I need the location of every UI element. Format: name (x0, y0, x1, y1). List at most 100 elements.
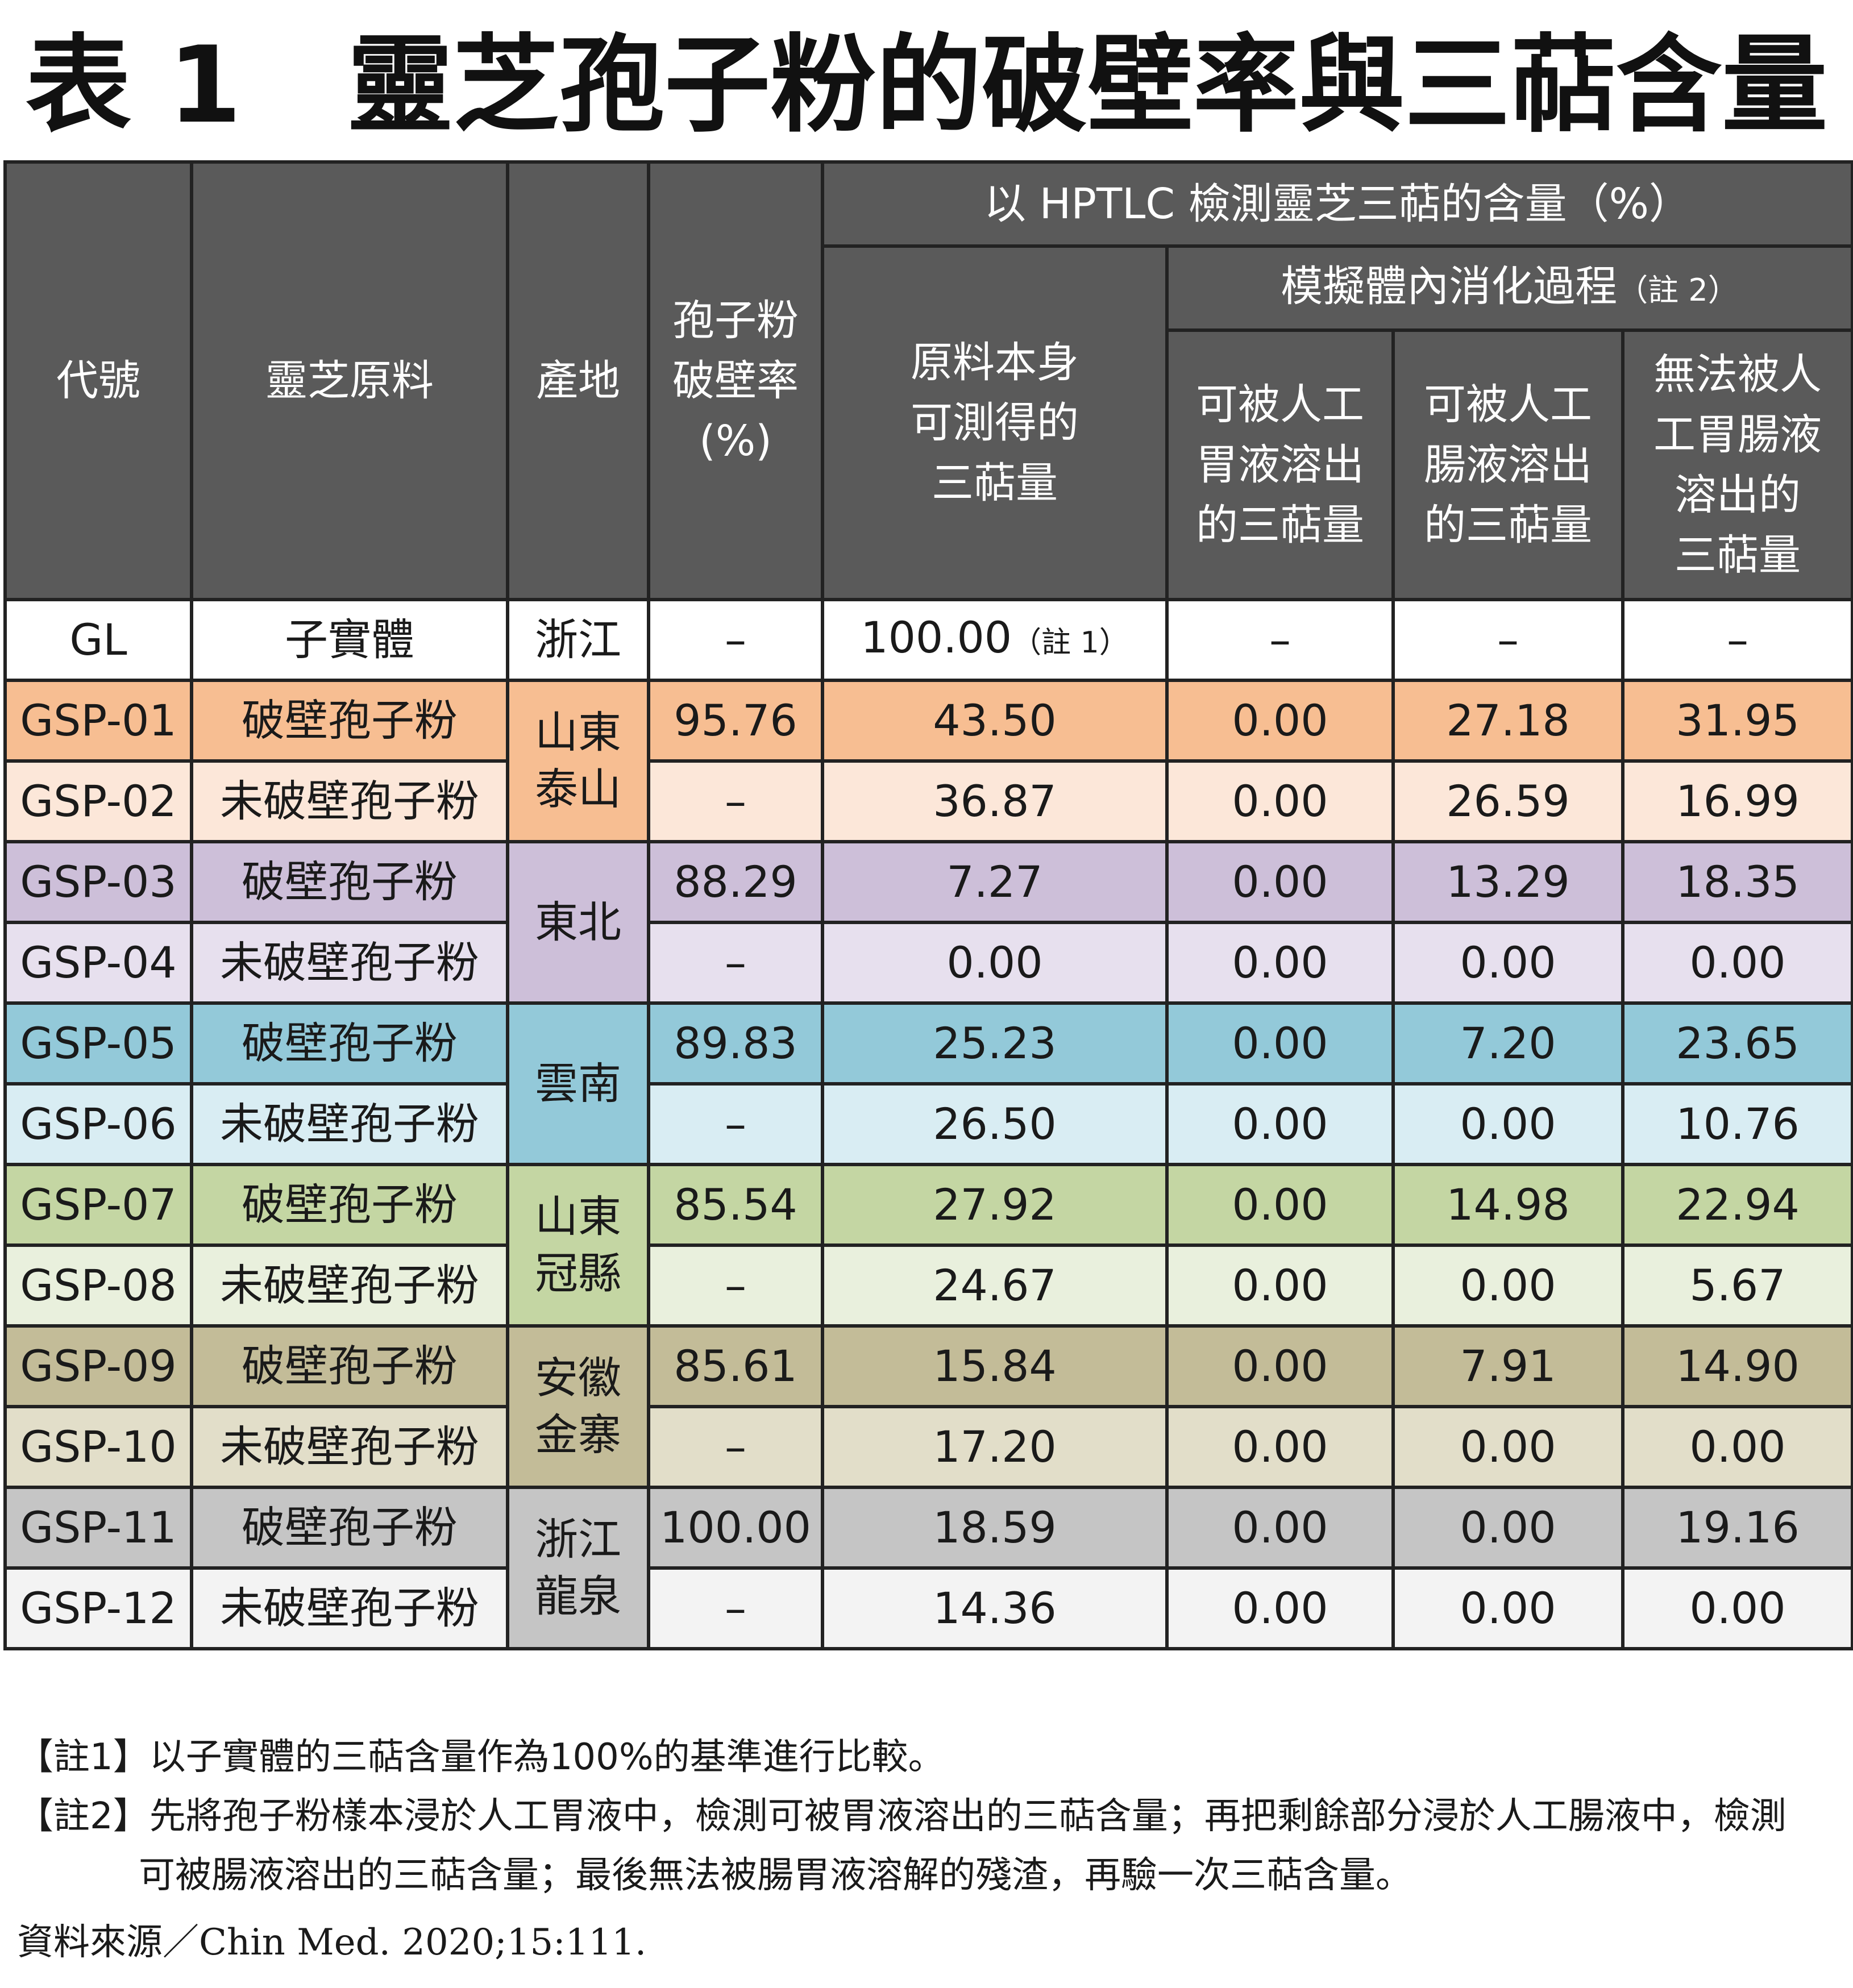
header-gastric-line2: 胃液溶出 (1196, 440, 1364, 489)
cell-code: GSP-10 (3, 1405, 193, 1489)
table-row: GSP-11 破壁孢子粉 浙江 龍泉 100.00 18.59 0.00 0.0… (3, 1486, 1853, 1650)
cell-raw: 100.00（註 1） (821, 598, 1169, 682)
footnote-2-line1: 【註2】先將孢子粉樣本浸於人工胃液中，檢測可被胃液溶出的三萜含量；再把剩餘部分浸… (17, 1795, 1786, 1837)
cell-region: 安徽 金寨 (506, 1324, 650, 1489)
region-line1: 山東 (535, 1191, 621, 1242)
header-intestinal-line2: 腸液溶出 (1424, 440, 1592, 489)
cell-raw: 17.20 (821, 1405, 1169, 1489)
cell-material: 破壁孢子粉 (190, 1163, 509, 1247)
header-raw-line1: 原料本身 (911, 338, 1079, 387)
table-row: GSP-06 未破壁孢子粉 – 26.50 0.00 0.00 10.76 (3, 1082, 1853, 1166)
cell-raw: 25.23 (821, 1001, 1169, 1086)
region-line2: 冠縣 (535, 1248, 621, 1299)
cell-intestinal: 0.00 (1391, 1486, 1625, 1570)
data-table: 代號 靈芝原料 產地 孢子粉 破壁率 (%) 以 HPTLC 檢測靈芝三萜的含量… (3, 160, 1853, 1650)
table-row: GSP-07 破壁孢子粉 山東 冠縣 85.54 27.92 0.00 14.9… (3, 1163, 1853, 1328)
header-code: 代號 (3, 160, 193, 601)
cell-code: GSP-05 (3, 1001, 193, 1086)
cell-code: GSP-04 (3, 921, 193, 1005)
cell-residue: 16.99 (1621, 759, 1853, 843)
cell-material: 未破壁孢子粉 (190, 759, 509, 843)
cell-intestinal: 7.20 (1391, 1001, 1625, 1086)
region-line1: 山東 (535, 707, 621, 758)
cell-rate: 85.54 (647, 1163, 824, 1247)
cell-raw: 7.27 (821, 840, 1169, 924)
footnote-1: 【註1】以子實體的三萜含量作為100%的基準進行比較。 (17, 1736, 945, 1778)
cell-region: 東北 (506, 840, 650, 1005)
region-line2: 龍泉 (535, 1571, 621, 1621)
cell-code: GSP-11 (3, 1486, 193, 1570)
cell-region: 山東 泰山 (506, 679, 650, 843)
cell-gastric: 0.00 (1165, 840, 1395, 924)
cell-raw: 14.36 (821, 1566, 1169, 1650)
header-gastric-line3: 的三萜量 (1196, 501, 1364, 550)
cell-material: 子實體 (190, 598, 509, 682)
cell-gastric: 0.00 (1165, 1001, 1395, 1086)
header-intestinal: 可被人工 腸液溶出 的三萜量 (1391, 328, 1625, 601)
cell-code: GL (3, 598, 193, 682)
header-intestinal-line1: 可被人工 (1424, 380, 1592, 429)
cell-gastric: 0.00 (1165, 1486, 1395, 1570)
header-raw-content: 原料本身 可測得的 三萜量 (821, 244, 1169, 601)
cell-intestinal: 13.29 (1391, 840, 1625, 924)
cell-code: GSP-01 (3, 679, 193, 763)
cell-material: 破壁孢子粉 (190, 679, 509, 763)
cell-rate: 100.00 (647, 1486, 824, 1570)
region-line1: 雲南 (535, 1058, 621, 1109)
cell-gastric: 0.00 (1165, 921, 1395, 1005)
cell-rate: – (647, 1566, 824, 1650)
cell-material: 破壁孢子粉 (190, 1324, 509, 1408)
footnote-2-line2: 可被腸液溶出的三萜含量；最後無法被腸胃液溶解的殘渣，再驗一次三萜含量。 (139, 1854, 1412, 1896)
cell-rate: – (647, 1405, 824, 1489)
cell-raw-note: （註 1） (1012, 625, 1129, 660)
cell-gastric: 0.00 (1165, 679, 1395, 763)
cell-rate: 85.61 (647, 1324, 824, 1408)
cell-intestinal: 0.00 (1391, 1243, 1625, 1328)
header-rate-line2: 破壁率 (672, 356, 799, 405)
cell-residue: 0.00 (1621, 1566, 1853, 1650)
cell-residue: 31.95 (1621, 679, 1853, 763)
header-rate-line1: 孢子粉 (672, 296, 799, 345)
header-residue-line2: 工胃腸液 (1653, 410, 1822, 459)
cell-intestinal: 0.00 (1391, 921, 1625, 1005)
region-line1: 浙江 (535, 1514, 621, 1565)
header-residue-line4: 三萜量 (1675, 531, 1801, 580)
cell-gastric: 0.00 (1165, 1163, 1395, 1247)
cell-gastric: 0.00 (1165, 1243, 1395, 1328)
region-line1: 東北 (535, 897, 621, 947)
cell-code: GSP-09 (3, 1324, 193, 1408)
region-line2: 泰山 (535, 764, 621, 814)
table-row: GSP-12 未破壁孢子粉 – 14.36 0.00 0.00 0.00 (3, 1566, 1853, 1650)
cell-intestinal: 14.98 (1391, 1163, 1625, 1247)
header-rate-line3: (%) (699, 417, 772, 465)
cell-code: GSP-12 (3, 1566, 193, 1650)
header-hptlc: 以 HPTLC 檢測靈芝三萜的含量（%） (820, 160, 1853, 248)
cell-residue: 10.76 (1621, 1082, 1853, 1166)
cell-residue: 22.94 (1621, 1163, 1853, 1247)
header-sim-label: 模擬體內消化過程 (1281, 261, 1618, 311)
header-residue-line3: 溶出的 (1675, 471, 1801, 519)
source-label: 資料來源／ (17, 1922, 199, 1964)
cell-intestinal: 0.00 (1391, 1405, 1625, 1489)
region-line2: 金寨 (535, 1409, 621, 1460)
cell-intestinal: 7.91 (1391, 1324, 1625, 1408)
cell-region: 雲南 (506, 1001, 650, 1166)
cell-raw: 36.87 (821, 759, 1169, 843)
cell-raw: 15.84 (821, 1324, 1169, 1408)
cell-material: 未破壁孢子粉 (190, 1082, 509, 1166)
cell-residue: 19.16 (1621, 1486, 1853, 1570)
cell-intestinal: 27.18 (1391, 679, 1625, 763)
header-wall-break-rate: 孢子粉 破壁率 (%) (647, 160, 824, 601)
cell-residue: 5.67 (1621, 1243, 1853, 1328)
cell-gastric: 0.00 (1165, 759, 1395, 843)
cell-material: 未破壁孢子粉 (190, 921, 509, 1005)
cell-material: 破壁孢子粉 (190, 840, 509, 924)
cell-residue: 14.90 (1621, 1324, 1853, 1408)
cell-code: GSP-07 (3, 1163, 193, 1247)
footnotes: 【註1】以子實體的三萜含量作為100%的基準進行比較。 【註2】先將孢子粉樣本浸… (17, 1728, 1842, 1905)
cell-region: 山東 冠縣 (506, 1163, 650, 1328)
cell-intestinal: – (1391, 598, 1625, 682)
header-material: 靈芝原料 (190, 160, 509, 601)
header-raw-line3: 三萜量 (932, 459, 1058, 508)
cell-intestinal: 26.59 (1391, 759, 1625, 843)
